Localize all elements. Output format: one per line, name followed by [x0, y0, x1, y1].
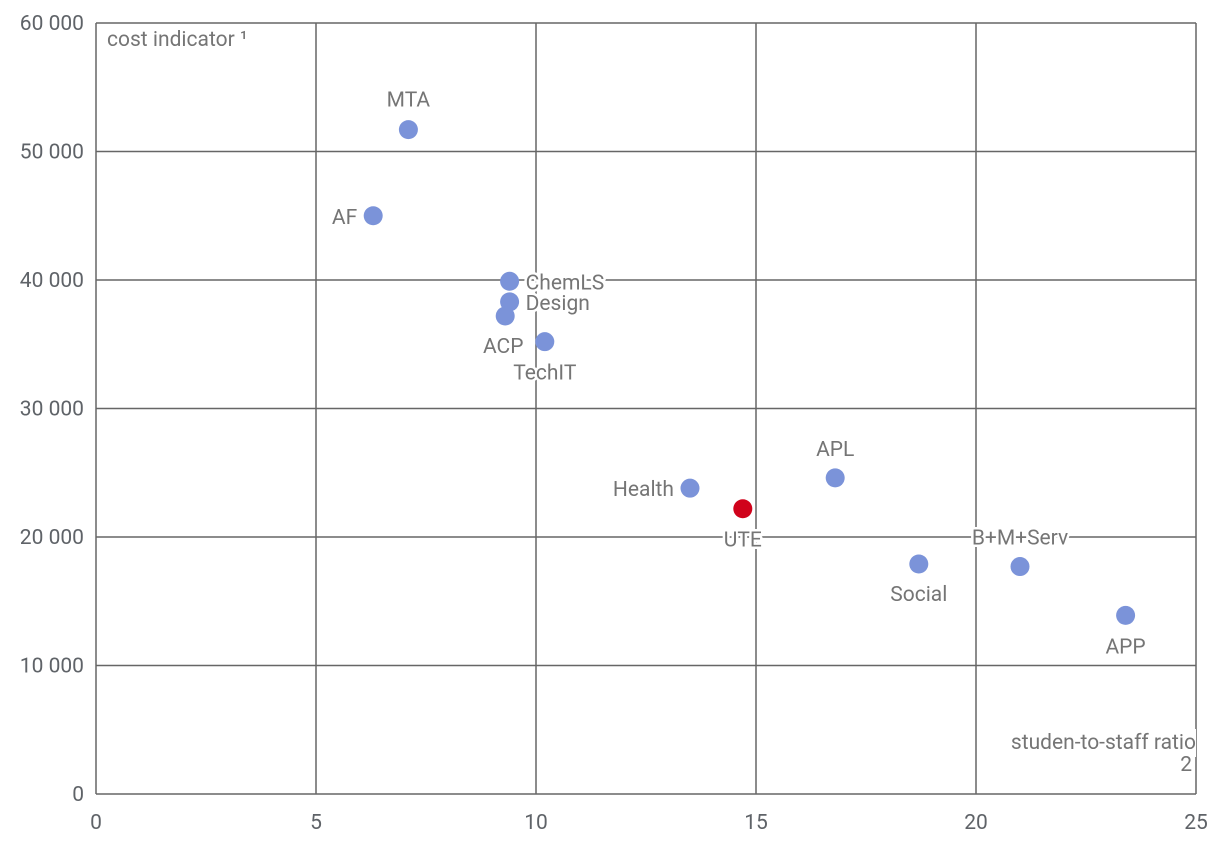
y-tick-label: 10 000 [20, 655, 84, 679]
point-label: ChemLS [526, 271, 605, 295]
x-axis-label-superscript: 2 [1180, 753, 1192, 777]
x-axis-label: studen-to-staff ratio [1011, 731, 1196, 755]
x-tick-label: 20 [964, 811, 988, 835]
x-tick-label: 25 [1184, 811, 1208, 835]
scatter-point [1010, 557, 1030, 577]
scatter-point [363, 206, 383, 226]
point-label: TechIT [513, 362, 577, 386]
scatter-point [825, 468, 845, 488]
x-axis-ticks: 0 5 10 15 20 25 [90, 811, 1208, 835]
point-label: ACP [483, 335, 524, 359]
y-tick-label: 20 000 [20, 526, 84, 550]
y-tick-label: 60 000 [20, 12, 84, 36]
y-axis-ticks: 0 10 000 20 000 30 000 40 000 50 000 60 000 [20, 12, 84, 807]
y-tick-label: 30 000 [20, 398, 84, 422]
point-label: Design [526, 292, 590, 316]
highlight-point [733, 499, 753, 519]
scatter-point [495, 306, 515, 326]
y-tick-label: 50 000 [20, 141, 84, 165]
y-axis-label: cost indicator ¹ [107, 28, 248, 52]
x-tick-label: 15 [744, 811, 768, 835]
point-label: AF [332, 206, 357, 230]
scatter-point [680, 478, 700, 498]
point-label: UTE [724, 529, 762, 553]
scatter-point [1116, 605, 1136, 625]
x-tick-label: 10 [524, 811, 548, 835]
x-tick-label: 0 [90, 811, 102, 835]
scatter-point [398, 120, 418, 140]
scatter-point [535, 332, 555, 352]
x-tick-label: 5 [310, 811, 322, 835]
point-label: Health [613, 478, 674, 502]
scatter-point [500, 271, 520, 291]
point-label: MTA [387, 89, 431, 113]
x-axis-label-group: studen-to-staff ratio 2 [982, 729, 1196, 777]
y-tick-label: 0 [72, 783, 84, 807]
data-points [363, 120, 1136, 625]
grid [95, 22, 1197, 795]
y-tick-label: 40 000 [20, 269, 84, 293]
point-label: APL [816, 438, 854, 462]
point-label: B+M+Serv [972, 527, 1068, 551]
scatter-point [909, 554, 929, 574]
point-label: Social [890, 583, 947, 607]
point-label: APP [1105, 635, 1145, 659]
